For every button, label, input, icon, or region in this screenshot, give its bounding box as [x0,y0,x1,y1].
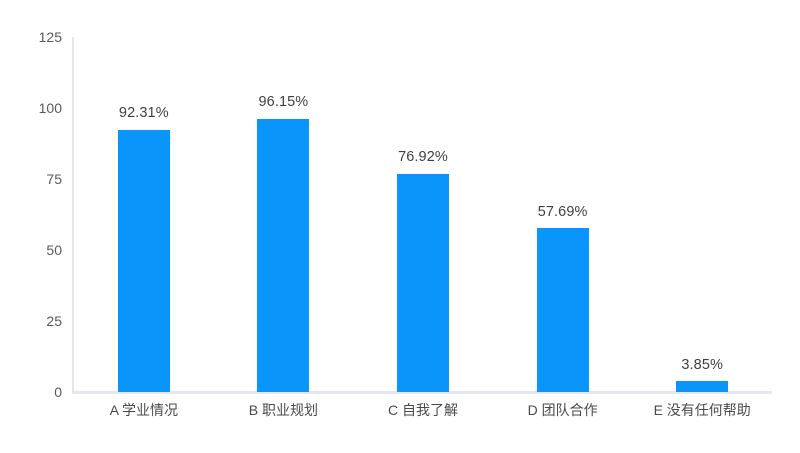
x-axis-label-0: A 学业情况 [109,402,179,418]
bar-0[interactable] [117,129,170,392]
bar-value-label-0: 92.31% [118,105,169,122]
y-axis-tick-0: 0 [54,384,62,400]
bar-value-label-4: 3.85% [681,356,723,373]
y-axis-tick-75: 75 [46,171,62,187]
bar-value-label-2: 76.92% [398,149,448,166]
bar-2[interactable] [396,173,449,392]
bar-group-3: 57.69% [493,37,633,392]
bar-group-4: 3.85% [632,37,772,392]
x-axis-line [72,391,772,394]
x-axis-label-3: D 团队合作 [527,402,598,418]
bar-1[interactable] [257,118,310,392]
x-axis-category-labels: A 学业情况 B 职业规划 C 自我了解 D 团队合作 E 没有任何帮助 [74,400,772,424]
bar-group-0: 92.31% [74,37,214,392]
bar-group-1: 96.15% [214,37,354,392]
bar-value-label-1: 96.15% [258,94,309,111]
plot-area: 92.31% 96.15% 76.92% 57.69% 3.85% [74,37,772,392]
x-axis-label-2: C 自我了解 [387,402,458,418]
bar-3[interactable] [536,228,589,392]
x-axis-label-4: E 没有任何帮助 [653,402,751,418]
bar-group-2: 76.92% [353,37,493,392]
bar-value-label-3: 57.69% [537,203,588,220]
x-axis-label-1: B 职业规划 [248,402,318,418]
bar-4[interactable] [676,381,729,392]
y-axis-tick-125: 125 [38,29,62,45]
y-axis-tick-25: 25 [46,313,62,329]
y-axis-tick-50: 50 [46,242,62,258]
y-axis-tick-100: 100 [38,100,62,116]
y-axis-line [72,37,74,393]
